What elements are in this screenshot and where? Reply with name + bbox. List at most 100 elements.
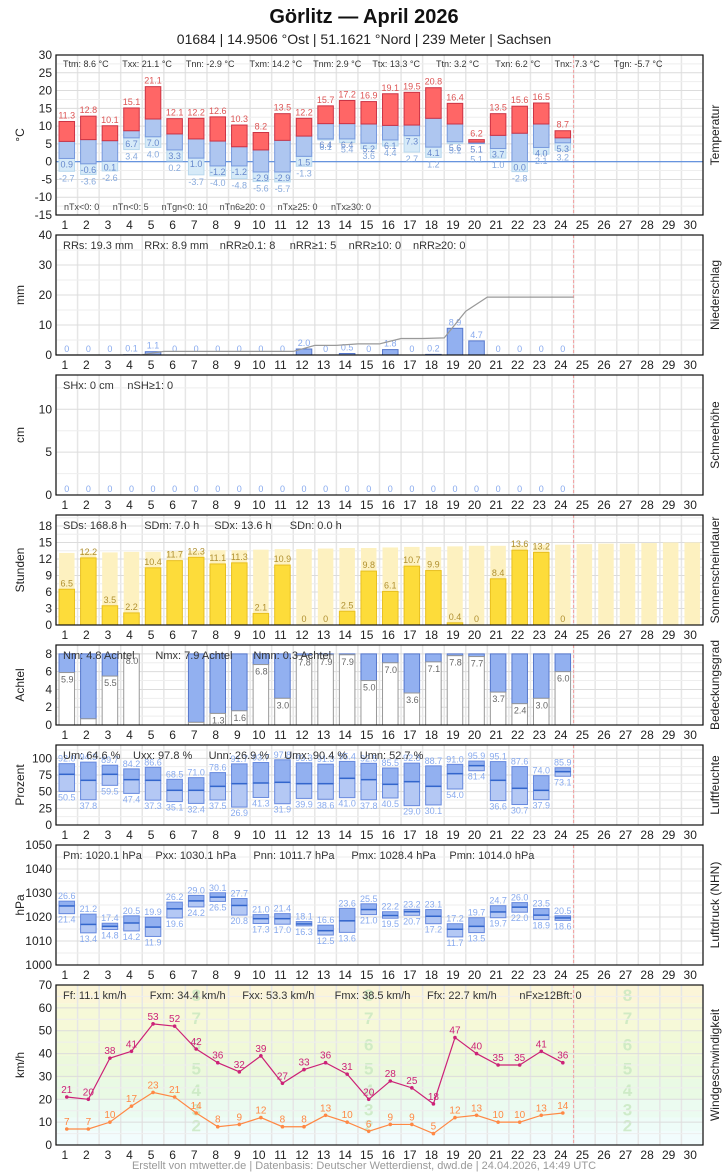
svg-text:4: 4 (126, 1148, 133, 1162)
svg-text:16: 16 (382, 218, 396, 232)
svg-text:30.7: 30.7 (511, 806, 529, 816)
svg-text:13.6: 13.6 (511, 539, 529, 549)
svg-text:9: 9 (234, 1148, 241, 1162)
svg-text:8: 8 (623, 986, 632, 1005)
svg-text:28: 28 (640, 1148, 654, 1162)
svg-text:3: 3 (105, 358, 112, 372)
svg-text:0.7: 0.7 (83, 721, 96, 731)
svg-text:Tnn: -2.9 °C: Tnn: -2.9 °C (186, 59, 235, 69)
svg-text:19.7: 19.7 (489, 919, 507, 929)
svg-text:mm: mm (13, 285, 27, 305)
svg-text:0: 0 (323, 614, 328, 624)
svg-text:0: 0 (45, 348, 52, 362)
svg-text:6.1: 6.1 (384, 141, 397, 151)
svg-text:19.6: 19.6 (166, 919, 184, 929)
svg-text:14: 14 (338, 828, 352, 842)
svg-text:17: 17 (403, 1148, 417, 1162)
svg-text:35: 35 (514, 1053, 526, 1064)
svg-text:-4.8: -4.8 (232, 181, 248, 191)
svg-text:4: 4 (623, 1081, 633, 1100)
svg-text:75: 75 (39, 768, 53, 782)
svg-text:23.5: 23.5 (532, 899, 550, 909)
svg-text:25: 25 (406, 1076, 418, 1087)
svg-text:Sonnenscheindauer: Sonnenscheindauer (708, 517, 722, 624)
svg-text:10: 10 (493, 1110, 505, 1121)
svg-text:38: 38 (104, 1046, 116, 1057)
svg-text:nTx≥25: 0: nTx≥25: 0 (278, 202, 318, 212)
svg-text:0: 0 (323, 484, 328, 494)
svg-text:37.8: 37.8 (360, 801, 378, 811)
svg-text:30: 30 (684, 218, 698, 232)
svg-text:20.5: 20.5 (554, 906, 572, 916)
svg-text:0: 0 (280, 484, 285, 494)
svg-text:87.6: 87.6 (511, 757, 529, 767)
svg-text:18: 18 (425, 628, 439, 642)
svg-text:8: 8 (280, 1115, 286, 1126)
svg-text:0.2: 0.2 (168, 163, 181, 173)
svg-text:20: 20 (468, 828, 482, 842)
svg-text:26.5: 26.5 (209, 902, 227, 912)
svg-text:Pnn: 1011.7 hPa: Pnn: 1011.7 hPa (253, 850, 335, 862)
svg-text:17: 17 (403, 828, 417, 842)
svg-text:2: 2 (364, 1116, 373, 1135)
svg-text:6: 6 (169, 828, 176, 842)
svg-text:5.1: 5.1 (449, 146, 462, 156)
svg-text:41.3: 41.3 (252, 798, 270, 808)
svg-text:0: 0 (366, 344, 371, 354)
svg-text:19: 19 (446, 1148, 460, 1162)
svg-text:3: 3 (105, 628, 112, 642)
svg-text:23: 23 (533, 728, 547, 742)
svg-text:17: 17 (403, 968, 417, 982)
svg-text:9: 9 (234, 218, 241, 232)
svg-text:13: 13 (320, 1103, 332, 1114)
svg-text:5.2: 5.2 (362, 144, 375, 154)
svg-text:13: 13 (317, 498, 331, 512)
svg-text:8: 8 (212, 628, 219, 642)
svg-text:Ffx: 22.7 km/h: Ffx: 22.7 km/h (427, 990, 497, 1002)
svg-text:24: 24 (554, 728, 568, 742)
svg-text:nRR≥1: 5: nRR≥1: 5 (290, 240, 336, 252)
svg-text:24: 24 (554, 358, 568, 372)
svg-text:5: 5 (431, 1122, 437, 1133)
svg-text:19.9: 19.9 (144, 907, 162, 917)
svg-text:5.5: 5.5 (104, 678, 117, 688)
svg-text:17: 17 (403, 628, 417, 642)
svg-text:6: 6 (45, 665, 52, 679)
svg-text:6: 6 (45, 585, 52, 599)
svg-text:13: 13 (536, 1103, 548, 1114)
svg-text:37.8: 37.8 (80, 801, 98, 811)
svg-text:13: 13 (471, 1103, 483, 1114)
svg-text:28: 28 (385, 1069, 397, 1080)
svg-text:12.2: 12.2 (187, 107, 205, 117)
svg-text:26: 26 (597, 498, 611, 512)
svg-text:6.7: 6.7 (125, 139, 138, 149)
svg-text:22: 22 (511, 828, 525, 842)
svg-text:0: 0 (237, 484, 242, 494)
svg-text:88.7: 88.7 (425, 756, 443, 766)
svg-text:18: 18 (425, 1148, 439, 1162)
svg-text:25: 25 (576, 218, 590, 232)
svg-text:-5.7: -5.7 (275, 184, 291, 194)
svg-text:13.5: 13.5 (468, 934, 486, 944)
svg-text:23: 23 (533, 968, 547, 982)
svg-text:0: 0 (560, 344, 565, 354)
svg-text:1.6: 1.6 (234, 713, 247, 723)
svg-text:26: 26 (597, 628, 611, 642)
svg-text:15: 15 (360, 358, 374, 372)
svg-text:13.5: 13.5 (274, 103, 292, 113)
svg-text:8: 8 (212, 498, 219, 512)
svg-text:17.2: 17.2 (446, 914, 464, 924)
svg-text:23: 23 (533, 828, 547, 842)
svg-text:7.3: 7.3 (406, 137, 419, 147)
svg-text:19.5: 19.5 (403, 81, 421, 91)
chart-panel-windgeschwindigkeit: 2 2 23 3 34 4 45 5 56 6 67 7 78 8 8010203040506070km/h… (13, 978, 722, 1162)
svg-text:4: 4 (126, 968, 133, 982)
svg-text:47: 47 (449, 1026, 461, 1037)
svg-text:92.0: 92.0 (58, 754, 76, 764)
svg-text:16: 16 (382, 968, 396, 982)
svg-text:25: 25 (39, 66, 53, 80)
svg-text:29: 29 (662, 1148, 676, 1162)
svg-text:91.0: 91.0 (446, 754, 464, 764)
